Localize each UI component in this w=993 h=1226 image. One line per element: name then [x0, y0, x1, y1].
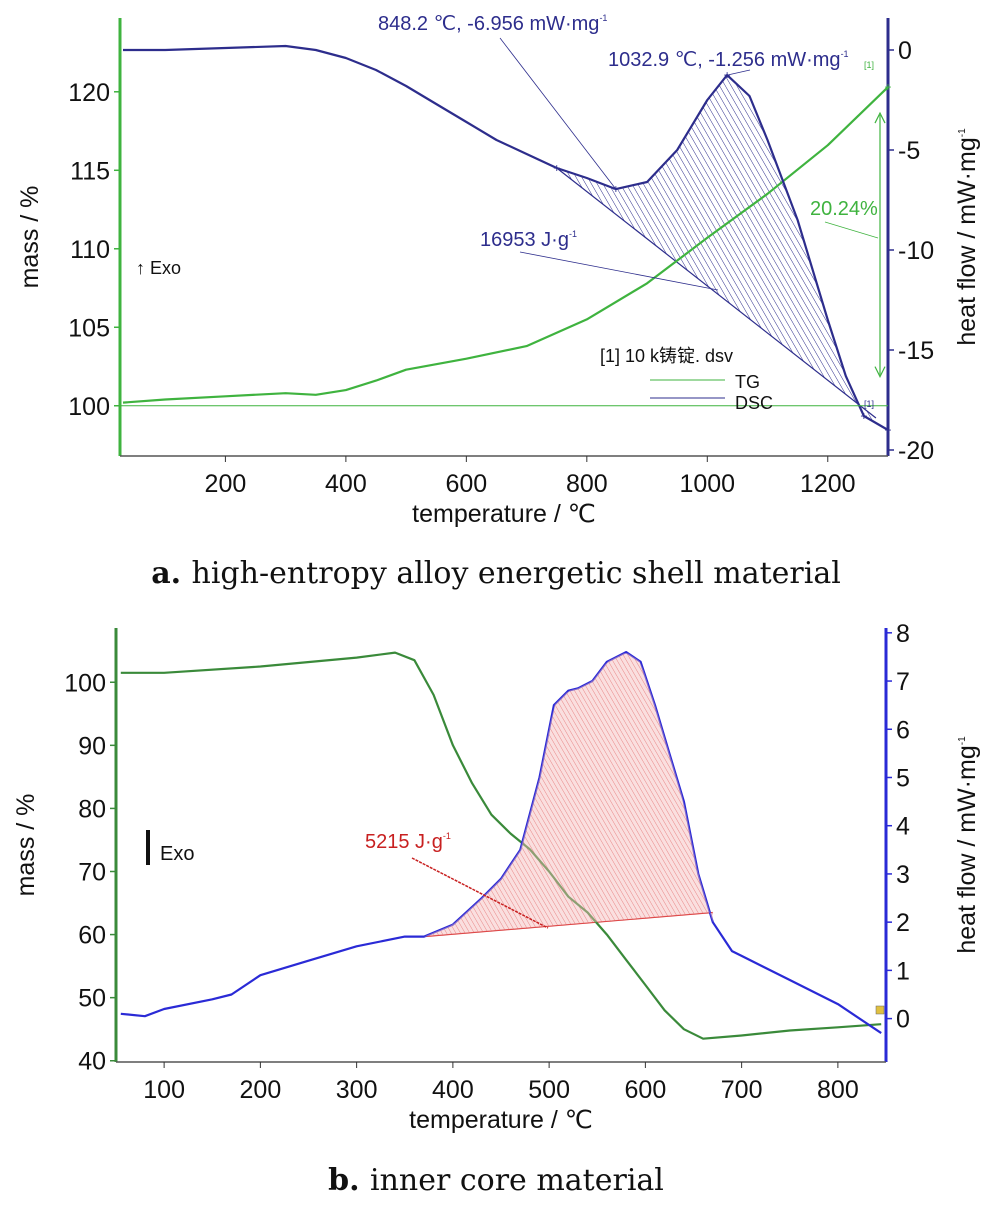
- annotation-mass-change-leader: [824, 221, 879, 239]
- series-line-tg: [122, 86, 889, 404]
- series-line-dsc: [123, 44, 889, 431]
- y-right-tick-label: 6: [896, 716, 910, 744]
- x-tick-label: 400: [432, 1076, 474, 1104]
- y-right-tick-label: 5: [896, 764, 910, 792]
- y-left-tick-label: 110: [70, 236, 110, 264]
- x-tick-label: 600: [625, 1076, 667, 1104]
- annotation-peak-min-leader: [499, 37, 617, 190]
- y-right-tick-label: 4: [896, 813, 910, 841]
- y-right-axis-label: heat flow / mW·mg-1: [953, 128, 981, 346]
- x-tick-label: 400: [325, 470, 367, 498]
- y-right-tick-label: -20: [898, 437, 934, 465]
- x-tick-label: 1000: [679, 470, 735, 498]
- y-left-tick-label: 90: [78, 732, 106, 760]
- x-tick-label: 700: [721, 1076, 763, 1104]
- peak-baseline: [556, 167, 877, 419]
- y-left-tick-label: 40: [78, 1048, 106, 1076]
- y-left-axis-label: mass / %: [16, 186, 44, 289]
- y-right-tick-label: 0: [898, 37, 912, 65]
- annotation-peak-area-leader: [519, 251, 719, 291]
- x-tick-label: 600: [445, 470, 487, 498]
- peak-area-tint: [424, 653, 713, 937]
- y-left-axis-label: mass / %: [12, 794, 40, 897]
- y-right-tick-label: -10: [898, 237, 934, 265]
- x-tick-label: 200: [205, 470, 247, 498]
- exo-label: ↑ Exo: [136, 258, 181, 278]
- mass-change-arrow-head-up: [874, 111, 886, 124]
- end-marker-icon: [875, 1005, 885, 1015]
- y-right-tick-label: 3: [896, 861, 910, 889]
- x-tick-label: 800: [817, 1076, 859, 1104]
- tg-curve-marker-label: [1]: [864, 60, 874, 70]
- x-tick-label: 500: [528, 1076, 570, 1104]
- x-tick-label: 300: [336, 1076, 378, 1104]
- x-tick-label: 800: [566, 470, 608, 498]
- annotation-peak-area: 5215 J·g-1: [365, 831, 451, 853]
- legend-label-dsc: DSC: [735, 393, 773, 413]
- chart-b: 100 200 300 400 500 600 700 800 40 50 60 70 80 90 100 0…: [12, 620, 981, 1198]
- y-right-axis-label: heat flow / mW·mg-1: [953, 736, 981, 954]
- dsc-marker: +: [860, 409, 867, 423]
- annotation-peak-min: 848.2 ℃, -6.956 mW·mg-1: [378, 13, 607, 35]
- dsc-marker: +: [553, 161, 560, 175]
- series-line-dsc: [120, 651, 882, 1035]
- y-right-tick-label: 2: [896, 909, 910, 937]
- annotation-mass-change: 20.24%: [810, 198, 878, 220]
- annotation-peak-area: 16953 J·g-1: [480, 229, 577, 251]
- exo-label: Exo: [160, 843, 194, 865]
- file-label: [1] 10 k铸锭. dsv: [600, 346, 733, 366]
- chart-a: 200 400 600 800 1000 12001001051101151200-5-1…: [16, 13, 981, 591]
- legend-label-tg: TG: [735, 372, 760, 392]
- x-axis-label: temperature / ℃: [409, 1106, 593, 1134]
- caption-a: a. high-entropy alloy energetic shell ma…: [151, 556, 841, 591]
- y-right-tick-label: 1: [896, 957, 910, 985]
- y-left-tick-label: 60: [78, 922, 106, 950]
- y-left-tick-label: 100: [68, 393, 110, 421]
- x-tick-label: 200: [240, 1076, 282, 1104]
- tg-marker: +: [884, 80, 891, 94]
- peak-area-hatch: [556, 75, 876, 423]
- y-left-tick-label: 50: [78, 985, 106, 1013]
- dsc-marker: +: [884, 423, 891, 437]
- x-tick-label: 100: [143, 1076, 185, 1104]
- y-left-tick-label: 70: [78, 858, 106, 886]
- x-axis-label: temperature / ℃: [412, 500, 596, 528]
- caption-b: b. inner core material: [328, 1163, 664, 1198]
- y-right-tick-label: 8: [896, 620, 910, 648]
- peak-baseline: [423, 911, 713, 938]
- y-right-tick-label: -5: [898, 137, 920, 165]
- y-right-tick-label: 0: [896, 1006, 910, 1034]
- peak-area-hatch: [424, 653, 713, 937]
- annotation-peak-max-leader: [727, 69, 751, 76]
- y-left-tick-label: 105: [68, 314, 110, 342]
- annotation-peak-max: 1032.9 ℃, -1.256 mW·mg-1: [608, 49, 849, 71]
- y-left-tick-label: 100: [64, 669, 106, 697]
- y-left-tick-label: 120: [68, 79, 110, 107]
- x-tick-label: 1200: [800, 470, 856, 498]
- mass-change-arrow-head-down: [874, 366, 886, 378]
- dsc-curve-marker-label: [1]: [864, 399, 874, 409]
- y-right-tick-label: -15: [898, 337, 934, 365]
- y-right-tick-label: 7: [896, 668, 910, 696]
- series-line-tg: [120, 651, 882, 1040]
- y-left-tick-label: 80: [78, 795, 106, 823]
- annotation-peak-area-leader: [411, 857, 549, 929]
- y-left-tick-label: 115: [70, 157, 110, 185]
